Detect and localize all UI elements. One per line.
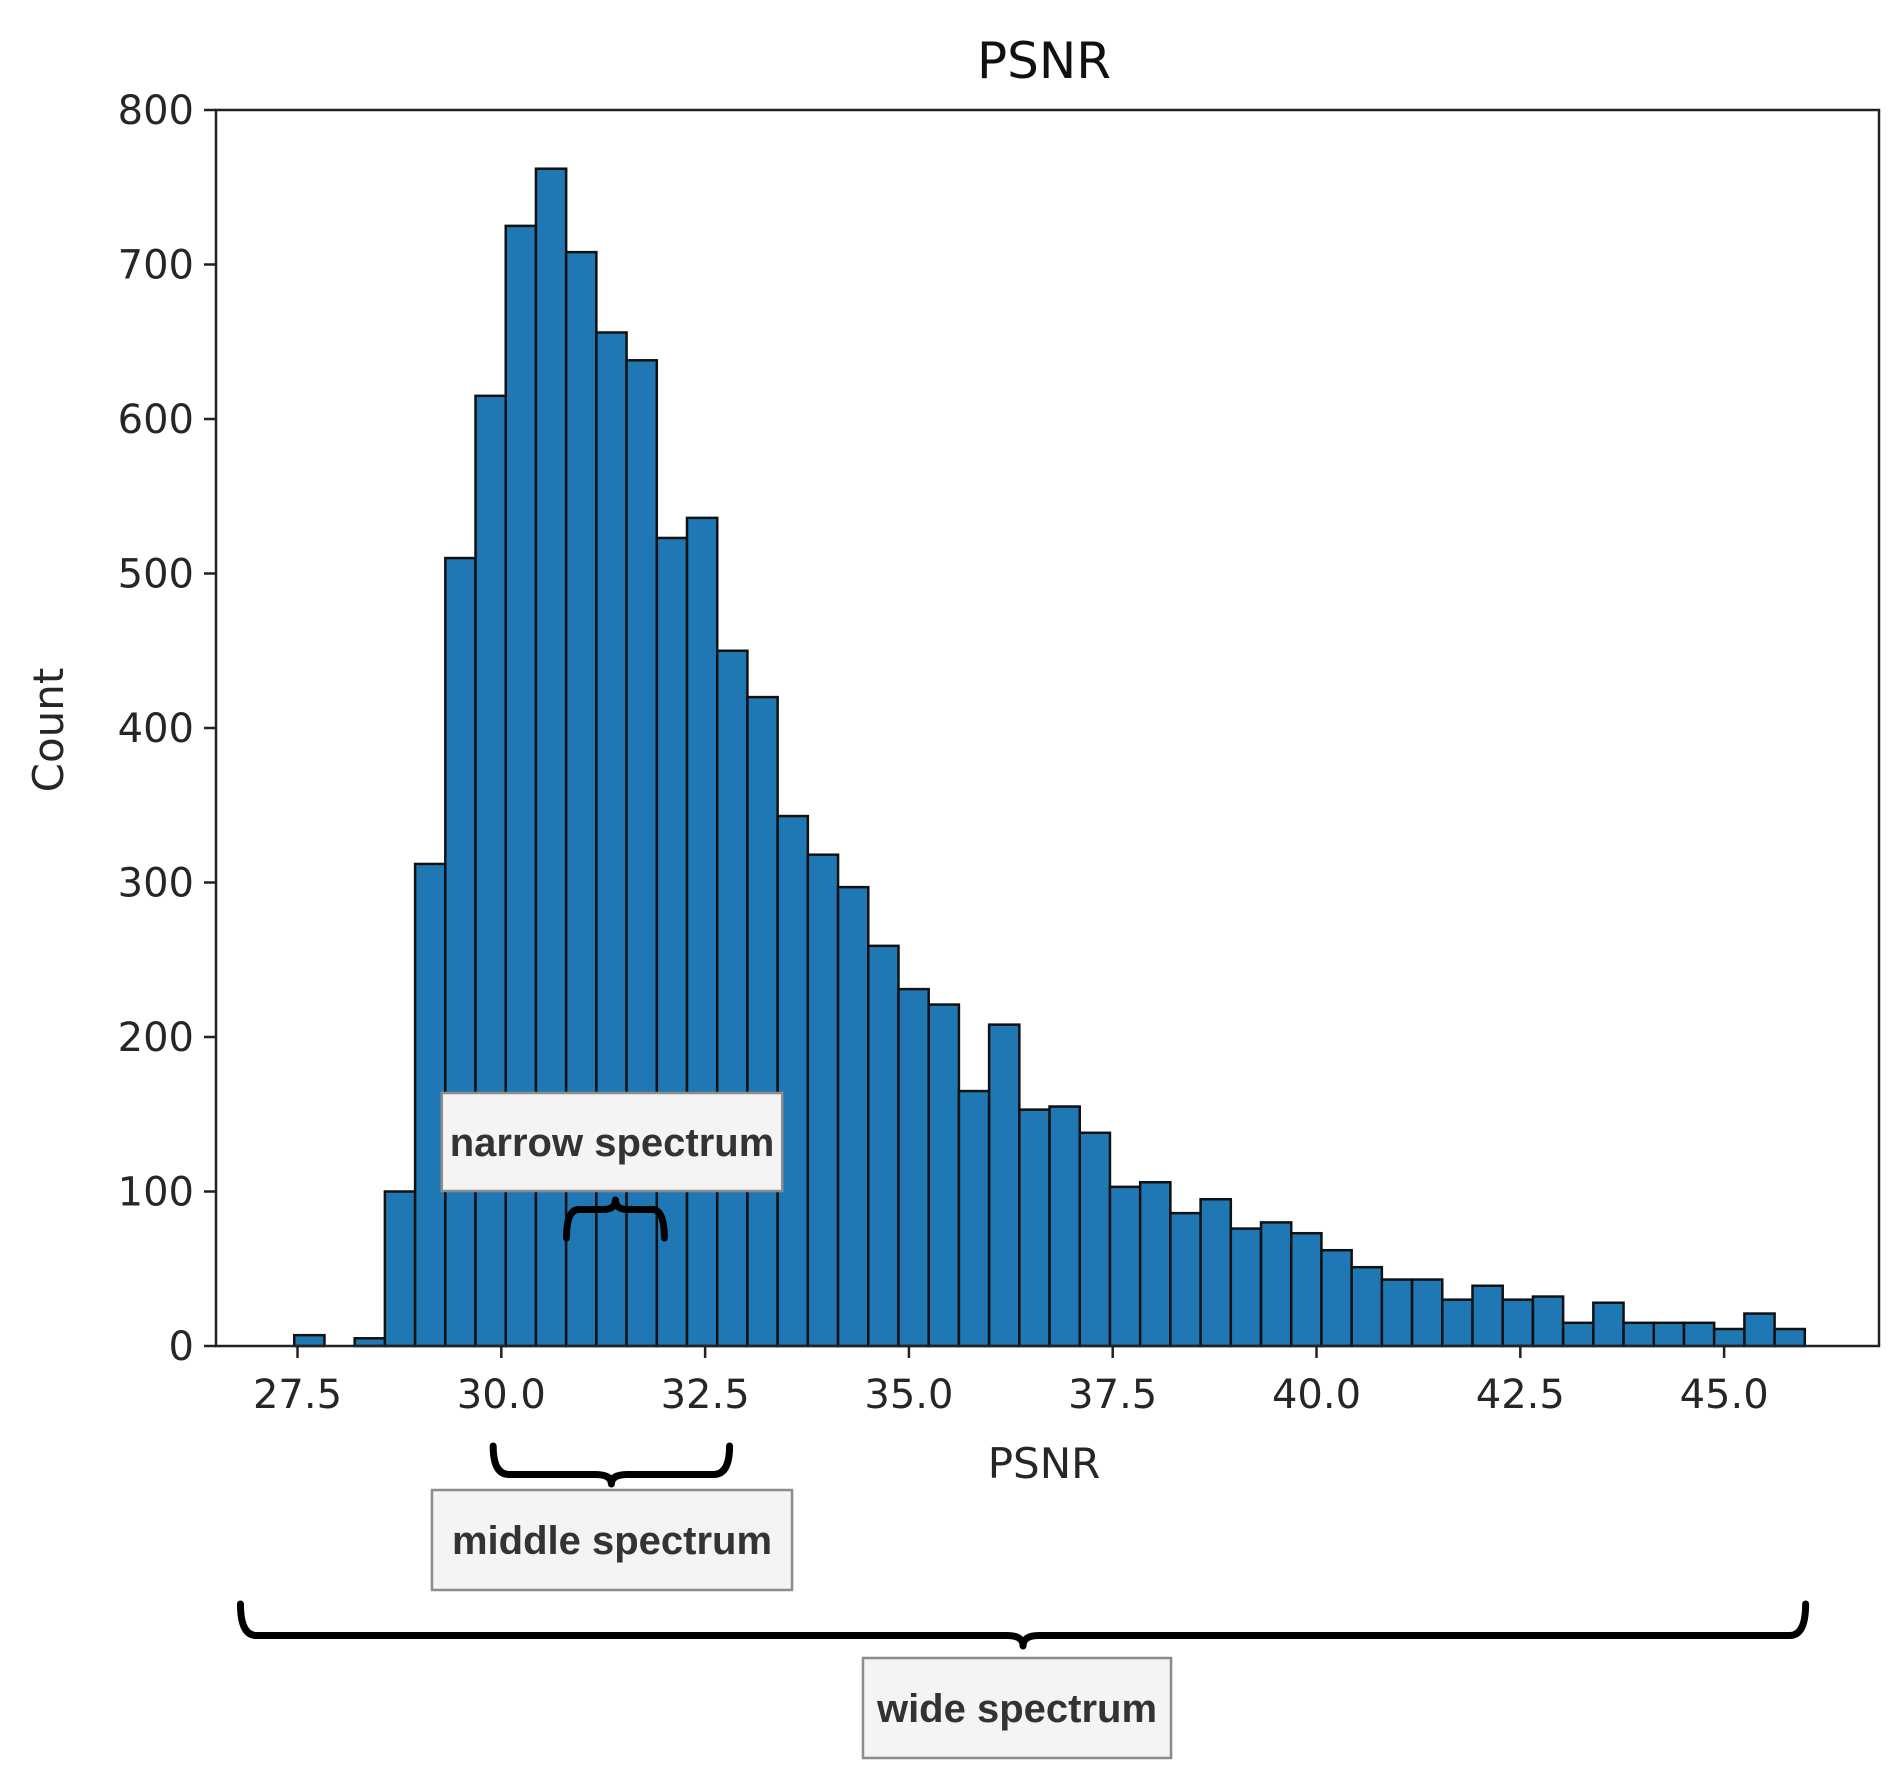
histogram-bar bbox=[746, 695, 779, 1348]
histogram-bar bbox=[1320, 1248, 1353, 1348]
histogram-bar bbox=[806, 853, 840, 1348]
histogram-bar bbox=[1531, 1295, 1565, 1348]
histogram-bar bbox=[625, 359, 659, 1348]
wide-spectrum-brace bbox=[236, 1600, 1810, 1650]
y-tick-label: 100 bbox=[118, 1170, 194, 1216]
middle-spectrum-label-box bbox=[430, 1488, 794, 1592]
x-tick-label: 32.5 bbox=[661, 1372, 750, 1418]
x-axis-ticks: 27.5 30.0 32.5 35.0 37.5 40.0 42.5 45.0 bbox=[253, 1346, 1769, 1418]
histogram-bar bbox=[927, 1003, 961, 1348]
histogram-bar bbox=[1501, 1298, 1535, 1348]
histogram-bar bbox=[1138, 1180, 1172, 1348]
histogram-bar bbox=[1259, 1221, 1293, 1348]
histogram-bar bbox=[1712, 1327, 1746, 1348]
histogram-bar bbox=[1289, 1231, 1323, 1348]
histogram-bar bbox=[1622, 1321, 1656, 1348]
histogram-bar bbox=[1018, 1108, 1051, 1348]
middle-spectrum-label: middle spectrum bbox=[452, 1519, 772, 1563]
histogram-bar bbox=[1652, 1321, 1686, 1348]
y-tick-label: 600 bbox=[118, 397, 194, 443]
x-tick-label: 42.5 bbox=[1476, 1372, 1565, 1418]
histogram-bar bbox=[1078, 1131, 1112, 1348]
x-axis-label: PSNR bbox=[988, 1439, 1101, 1488]
histogram-bar bbox=[685, 516, 719, 1348]
histogram-bar bbox=[715, 649, 749, 1348]
histogram-bar bbox=[474, 394, 507, 1348]
y-tick-label: 0 bbox=[169, 1324, 194, 1370]
chart-title: PSNR bbox=[977, 32, 1111, 90]
histogram-bar bbox=[1773, 1327, 1807, 1348]
y-tick-label: 200 bbox=[118, 1015, 194, 1061]
y-tick-label: 800 bbox=[118, 88, 194, 134]
histogram-bar bbox=[836, 885, 870, 1348]
histogram-bar bbox=[444, 556, 477, 1348]
x-tick-label: 27.5 bbox=[253, 1372, 342, 1418]
histogram-bar bbox=[897, 987, 930, 1348]
x-tick-label: 37.5 bbox=[1068, 1372, 1157, 1418]
x-tick-label: 35.0 bbox=[864, 1372, 953, 1418]
histogram-bar bbox=[987, 1023, 1021, 1348]
histogram-bar bbox=[1380, 1278, 1414, 1348]
histogram-bar bbox=[1743, 1312, 1776, 1348]
narrow-spectrum-brace bbox=[563, 1196, 668, 1242]
wide-spectrum-label: wide spectrum bbox=[876, 1687, 1157, 1731]
histogram-bar bbox=[1561, 1321, 1595, 1348]
x-tick-label: 40.0 bbox=[1272, 1372, 1361, 1418]
y-axis-label: Count bbox=[24, 668, 73, 793]
narrow-spectrum-label: narrow spectrum bbox=[450, 1121, 775, 1165]
narrow-spectrum-label-box bbox=[440, 1091, 784, 1193]
x-tick-label: 30.0 bbox=[457, 1372, 546, 1418]
histogram-bar bbox=[1048, 1105, 1081, 1348]
histogram-bar bbox=[383, 1190, 417, 1348]
histogram-bar bbox=[293, 1333, 326, 1348]
histogram-bar bbox=[1199, 1197, 1233, 1348]
histogram-bar bbox=[1410, 1278, 1444, 1348]
histogram-bar bbox=[957, 1089, 991, 1348]
y-axis-ticks: 0 100 200 300 400 500 600 700 800 bbox=[118, 88, 216, 1370]
histogram-bar bbox=[1169, 1211, 1202, 1348]
histogram-bar bbox=[1350, 1265, 1384, 1348]
x-tick-label: 45.0 bbox=[1680, 1372, 1769, 1418]
y-tick-label: 400 bbox=[118, 706, 194, 752]
histogram-bar bbox=[1441, 1298, 1474, 1348]
middle-spectrum-brace bbox=[489, 1442, 734, 1488]
spectrum-annotations: narrow spectrum middle spectrum wide spect… bbox=[236, 1091, 1810, 1760]
histogram-bar bbox=[1471, 1284, 1504, 1348]
y-tick-label: 300 bbox=[118, 861, 194, 907]
y-tick-label: 500 bbox=[118, 552, 194, 598]
histogram-bar bbox=[867, 944, 900, 1348]
y-tick-label: 700 bbox=[118, 243, 194, 289]
histogram-bar bbox=[776, 814, 810, 1348]
wide-spectrum-label-box bbox=[861, 1656, 1173, 1760]
histogram-bar bbox=[1108, 1185, 1142, 1348]
histogram-bar bbox=[1229, 1227, 1263, 1348]
histogram-bar bbox=[1682, 1321, 1716, 1348]
histogram-bar bbox=[595, 331, 628, 1348]
histogram-bar bbox=[1592, 1301, 1625, 1348]
